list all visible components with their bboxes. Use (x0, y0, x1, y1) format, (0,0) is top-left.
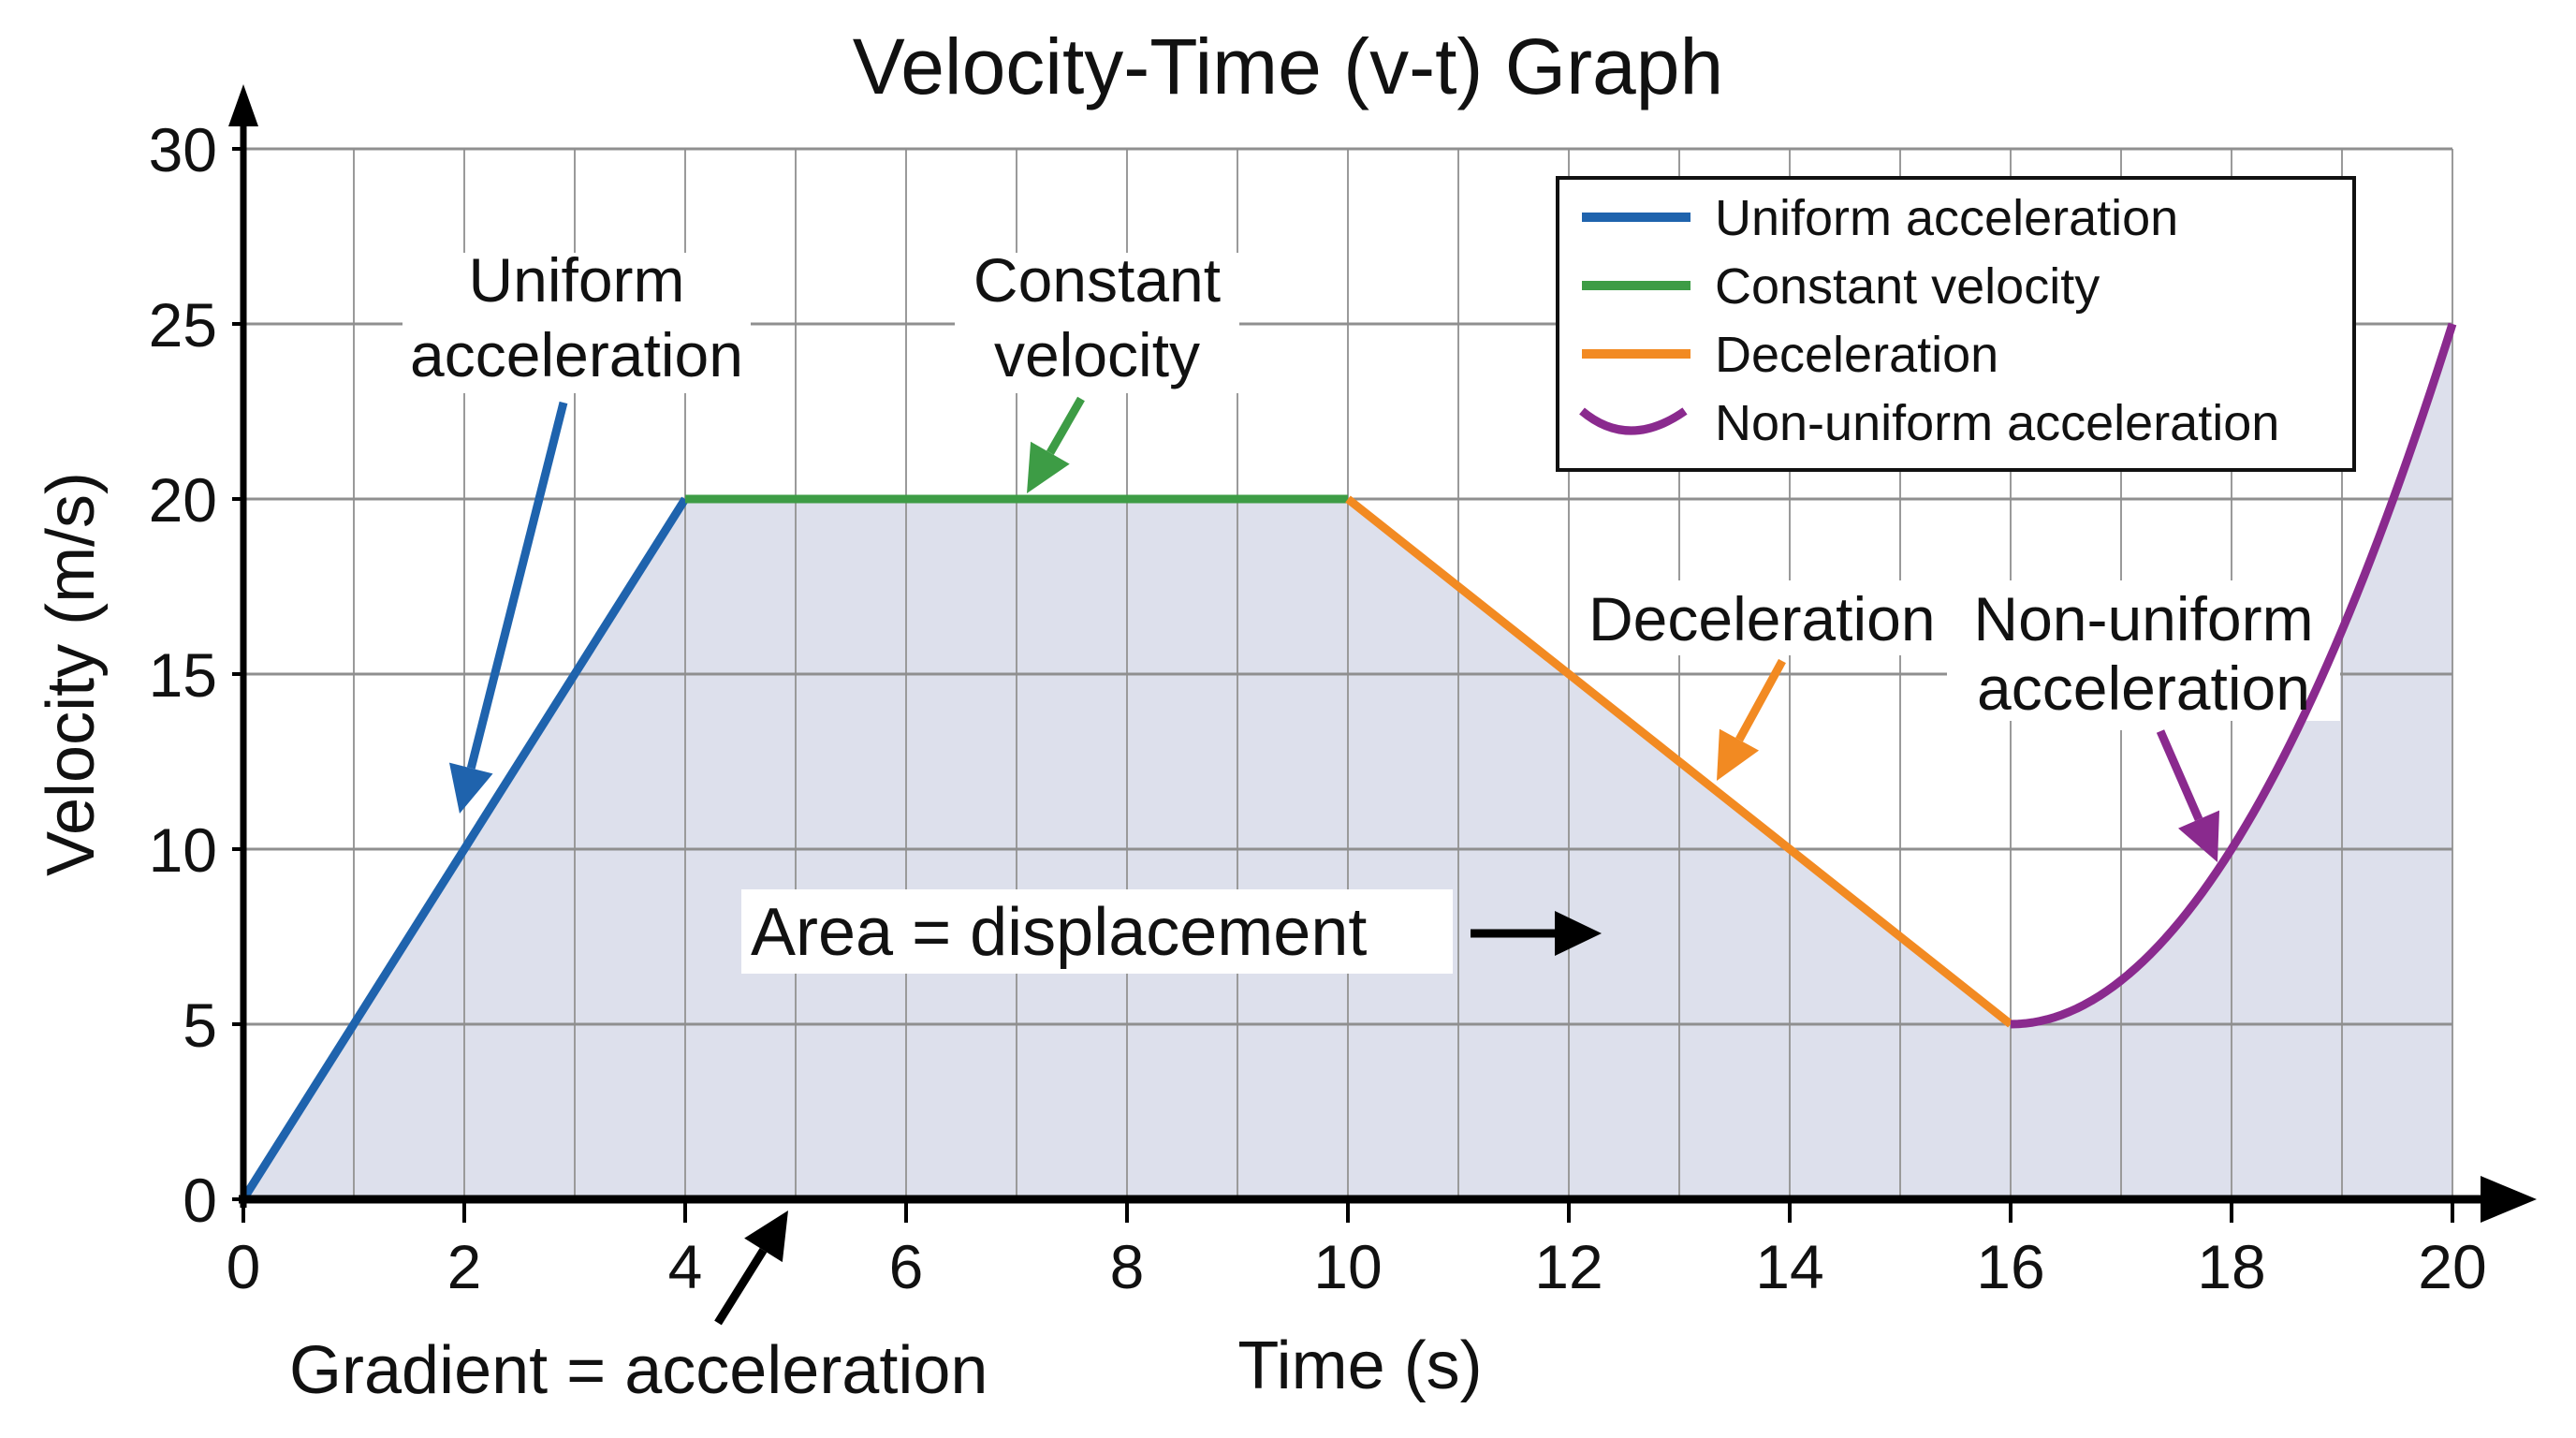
gradient-arrow-shaft (714, 1248, 768, 1326)
series-line-1 (240, 496, 689, 1202)
x-tick-label: 2 (447, 1232, 482, 1301)
legend-label: Uniform acceleration (1715, 190, 2178, 246)
series-lines (240, 322, 2457, 1202)
x-tick-label: 16 (1976, 1232, 2044, 1301)
ticks: 0 5 10 15 20 25 30 0 2 4 6 8 10 12 14 16 18 20 (149, 115, 2487, 1301)
annotation-constant-line1: Constant (973, 245, 1221, 315)
area-arrow-head (1555, 911, 1602, 956)
x-tick-label: 8 (1110, 1232, 1145, 1301)
x-tick-label: 10 (1313, 1232, 1382, 1301)
x-tick-label: 4 (668, 1232, 703, 1301)
annotation-background (2073, 655, 2223, 730)
annotation-constant-line2: velocity (994, 320, 1200, 389)
x-axis-arrow (2481, 1176, 2537, 1223)
annotation-background (1582, 580, 1947, 655)
deceleration-arrow-shaft (1735, 658, 1786, 742)
series-line-4 (2010, 322, 2457, 1029)
annotation-deceleration: Deceleration (1588, 584, 1936, 653)
legend-swatch-curve (1579, 407, 1688, 435)
annotation-background (402, 253, 751, 393)
y-tick-label: 5 (183, 990, 217, 1060)
x-tick-label: 0 (227, 1232, 261, 1301)
y-tick-label: 0 (183, 1166, 217, 1235)
uniform-arrow-shaft (466, 401, 568, 770)
constant-arrow-shaft (1046, 396, 1085, 455)
uniform-arrow-head (448, 762, 493, 814)
y-axis-arrow (228, 84, 258, 126)
legend: Uniform acceleration Constant velocity Dec… (1556, 176, 2356, 472)
chart-title: Velocity-Time (v-t) Graph (853, 22, 1723, 110)
annotation-arrows (448, 396, 2220, 1326)
x-tick-label: 18 (2197, 1232, 2265, 1301)
annotation-backgrounds (402, 253, 2340, 974)
legend-label: Deceleration (1715, 327, 1998, 383)
annotation-background (741, 889, 1453, 974)
legend-label: Non-uniform acceleration (1715, 395, 2279, 451)
constant-arrow-head (1027, 441, 1070, 493)
x-tick-label: 12 (1534, 1232, 1603, 1301)
nonuniform-arrow-head (2178, 810, 2220, 862)
annotation-nonuniform-line2: acceleration (1977, 653, 2310, 723)
series-line-3 (1345, 495, 2013, 1028)
annotation-nonuniform-line1: Non-uniform (1973, 584, 2313, 653)
y-tick-label: 25 (149, 290, 217, 360)
annotation-background (955, 253, 1239, 393)
annotation-gradient: Gradient = acceleration (289, 1333, 988, 1408)
x-tick-label: 14 (1755, 1232, 1823, 1301)
annotation-uniform-line1: Uniform (468, 245, 684, 315)
gradient-arrow-head (744, 1211, 788, 1263)
deceleration-arrow-head (1717, 728, 1760, 781)
annotation-uniform-line2: acceleration (410, 320, 743, 389)
x-tick-label: 6 (889, 1232, 924, 1301)
y-tick-label: 15 (149, 640, 217, 710)
y-tick-label: 10 (149, 815, 217, 885)
nonuniform-arrow-shaft (2156, 729, 2203, 821)
y-tick-label: 30 (149, 115, 217, 184)
legend-label: Constant velocity (1715, 258, 2100, 315)
x-axis-label: Time (s) (1237, 1328, 1482, 1403)
y-tick-label: 20 (149, 465, 217, 535)
x-tick-label: 20 (2418, 1232, 2486, 1301)
legend-box (1556, 176, 2356, 472)
annotation-area: Area = displacement (751, 895, 1367, 970)
y-axis-label: Velocity (m/s) (34, 472, 109, 876)
